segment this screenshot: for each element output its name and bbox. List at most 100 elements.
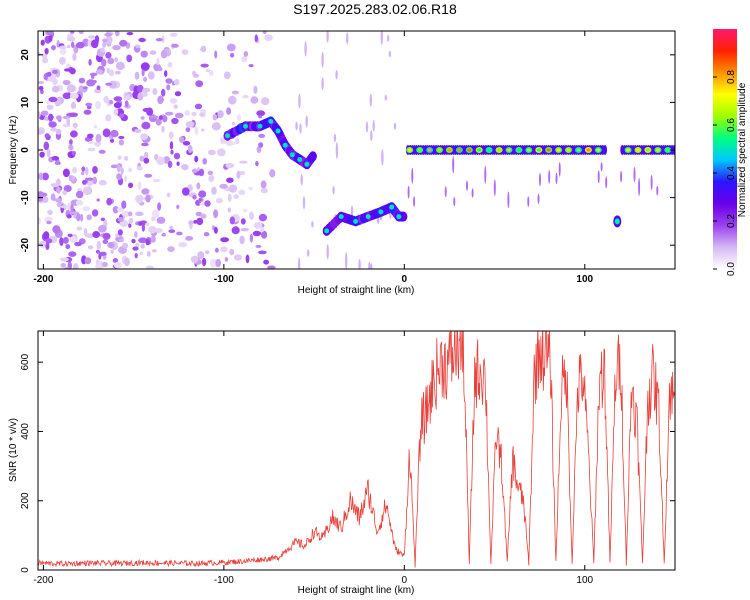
- heatmap-noise-cell: [217, 148, 226, 157]
- heatmap-noise-cell: [166, 84, 171, 91]
- heatmap-noise-cell: [124, 100, 129, 108]
- colorbar-gradient: [713, 29, 737, 269]
- heatmap-streak: [527, 196, 530, 208]
- heatmap-noise-cell: [75, 190, 84, 199]
- heatmap-noise-cell: [45, 242, 50, 250]
- heatmap-noise-cell: [258, 142, 264, 148]
- colorbar-tick-label: 0.6: [726, 118, 737, 132]
- heatmap-y-axis: -20 -10 0 10 20: [20, 49, 675, 252]
- heatmap-noise-cell: [258, 115, 263, 119]
- heatmap-noise-cell: [236, 114, 242, 121]
- heatmap-noise-cell: [168, 131, 174, 139]
- colorbar-tick-label: 0.0: [726, 262, 737, 276]
- heatmap-noise-cell: [307, 249, 310, 257]
- heatmap-noise-cell: [156, 156, 165, 166]
- x-tick-label: 0: [402, 274, 408, 285]
- heatmap-streak: [558, 162, 561, 177]
- heatmap-noise-cell: [84, 257, 92, 265]
- heatmap-noise-cell: [82, 179, 87, 185]
- heatmap-noise-cell: [92, 166, 98, 174]
- heatmap-noise-cell: [157, 202, 162, 211]
- heatmap-noise-cell: [225, 162, 235, 169]
- heatmap-line-peak: [645, 148, 650, 152]
- heatmap-track-peak: [396, 214, 402, 220]
- x-tick-label: 100: [576, 575, 593, 586]
- heatmap-noise-cell: [51, 156, 60, 161]
- heatmap-line-peak: [487, 148, 492, 152]
- heatmap-noise-cell: [298, 93, 301, 109]
- heatmap-noise-cell: [92, 231, 101, 238]
- heatmap-noise-cell: [229, 248, 235, 256]
- heatmap-noise-cell: [95, 263, 101, 269]
- heatmap-noise-cell: [134, 231, 138, 238]
- heatmap-noise-cell: [70, 203, 74, 213]
- heatmap-noise-cell: [185, 236, 194, 241]
- heatmap-noise-cell: [142, 108, 150, 112]
- heatmap-noise-cell: [126, 54, 133, 63]
- heatmap-noise-cell: [128, 223, 132, 228]
- heatmap-noise-cell: [372, 120, 375, 132]
- heatmap-noise-cell: [45, 31, 54, 36]
- heatmap-noise-cell: [69, 211, 79, 215]
- heatmap-track-peak: [243, 123, 248, 129]
- heatmap-noise-cell: [40, 110, 49, 116]
- heatmap-noise-cell: [204, 200, 211, 207]
- heatmap-noise-cell: [119, 238, 124, 243]
- colorbar-tick-label: 0.4: [726, 166, 737, 180]
- heatmap-noise-cell: [96, 198, 100, 202]
- heatmap-noise-cell: [198, 198, 202, 202]
- heatmap-noise-cell: [258, 250, 267, 255]
- heatmap-noise-cell: [181, 49, 189, 55]
- heatmap-noise-cell: [85, 102, 93, 107]
- heatmap-line-peak: [407, 148, 412, 152]
- heatmap-noise-cell: [69, 92, 79, 99]
- heatmap-noise-cell: [255, 160, 259, 167]
- heatmap-noise-cell: [233, 194, 239, 199]
- heatmap-noise-cell: [192, 73, 200, 78]
- heatmap-noise-cell: [43, 231, 50, 240]
- y-tick-label: 200: [20, 492, 31, 509]
- heatmap-noise-cell: [105, 52, 112, 59]
- heatmap-noise-cell: [377, 217, 380, 224]
- heatmap-noise-cell: [113, 96, 123, 102]
- heatmap-noise-cell: [75, 199, 83, 206]
- heatmap-noise-cell: [91, 209, 99, 217]
- heatmap-noise-cell: [92, 176, 98, 185]
- colorbar-tick-label: 0.2: [726, 214, 737, 228]
- heatmap-noise-cell: [171, 117, 179, 125]
- heatmap-noise-cell: [149, 115, 159, 119]
- heatmap-noise-cell: [117, 217, 124, 222]
- heatmap-noise-cell: [171, 43, 179, 48]
- heatmap-noise-cell: [140, 62, 150, 71]
- heatmap-noise-cell: [182, 187, 190, 196]
- heatmap-noise-cell: [63, 236, 69, 244]
- heatmap-noise-cell: [321, 51, 324, 68]
- heatmap-noise-cell: [261, 97, 270, 106]
- heatmap-line-peak: [467, 148, 472, 152]
- heatmap-noise-cell: [48, 113, 54, 122]
- heatmap-noise-cell: [155, 118, 162, 126]
- heatmap-noise-cell: [260, 180, 267, 189]
- heatmap-noise-cell: [128, 167, 133, 173]
- heatmap-noise-cell: [388, 50, 392, 58]
- heatmap-noise-cell: [141, 188, 150, 195]
- heatmap-noise-cell: [258, 213, 267, 222]
- heatmap-noise-cell: [176, 204, 180, 209]
- heatmap-noise-cell: [112, 45, 121, 51]
- heatmap-noise-cell: [238, 189, 246, 195]
- heatmap-noise-cell: [267, 265, 276, 269]
- heatmap-noise-cell: [200, 63, 209, 68]
- heatmap-noise-cell: [169, 225, 174, 229]
- heatmap-noise-cell: [242, 94, 249, 99]
- heatmap-noise-cell: [326, 31, 329, 43]
- heatmap-noise-cell: [73, 263, 79, 269]
- heatmap-noise-cell: [134, 129, 142, 133]
- heatmap-noise-cell: [137, 195, 144, 202]
- heatmap-noise-cell: [141, 91, 148, 97]
- heatmap-noise-cell: [138, 37, 146, 43]
- heatmap-noise-cell: [59, 57, 66, 65]
- y-tick-label: 400: [20, 423, 31, 440]
- heatmap-noise-cell: [173, 152, 181, 160]
- heatmap-noise-cell: [121, 200, 127, 209]
